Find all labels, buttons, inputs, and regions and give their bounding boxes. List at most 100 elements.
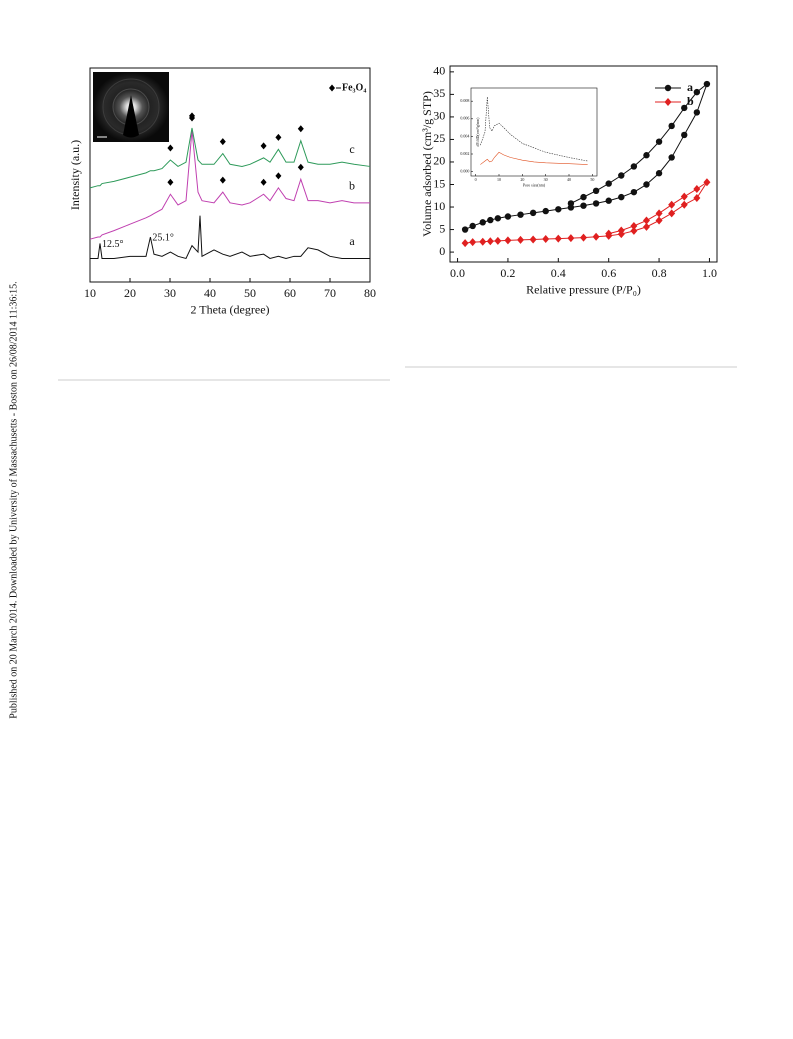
data-point (668, 200, 676, 209)
y-tick-label: 0.008 (460, 98, 469, 103)
peak-marker (275, 133, 282, 141)
y-tick-label: 15 (433, 176, 445, 190)
x-tick-label: 10 (84, 286, 96, 300)
y-tick-label: 0.006 (460, 116, 469, 121)
y-tick-label: 10 (433, 199, 445, 213)
data-point (655, 216, 663, 225)
data-point (630, 221, 638, 230)
data-point (618, 193, 625, 201)
y-tick-label: 30 (433, 109, 445, 123)
x-tick-label: 20 (520, 177, 524, 182)
data-point (605, 197, 612, 204)
x-tick-label: 50 (244, 286, 256, 300)
y-tick-label: 35 (433, 86, 445, 100)
data-point (643, 152, 650, 159)
peak-marker (189, 112, 195, 120)
data-point (554, 234, 562, 243)
data-point (479, 237, 487, 246)
data-point (580, 233, 587, 242)
peak-marker (219, 138, 226, 146)
y-tick-label: 5 (439, 221, 445, 235)
peak-marker (275, 172, 282, 180)
data-point (668, 154, 675, 161)
data-point (580, 202, 587, 209)
data-point (555, 206, 562, 213)
side-note: Published on 20 March 2014. Downloaded b… (8, 281, 19, 718)
data-point (504, 213, 512, 220)
data-point (461, 226, 469, 233)
x-tick-label: 0.0 (450, 266, 465, 280)
data-point (642, 222, 650, 231)
y-tick-label: 0 (439, 244, 445, 258)
y-tick-label: 20 (433, 154, 445, 168)
series-line (89, 130, 370, 240)
x-axis-label: 2 Theta (degree) (190, 303, 269, 317)
legend-label: a (687, 80, 693, 94)
peak-marker (297, 163, 304, 171)
plot-frame (449, 65, 718, 263)
data-point (592, 200, 600, 207)
peak-marker (260, 178, 267, 186)
data-point (517, 235, 525, 244)
data-point (486, 237, 494, 246)
data-point (542, 207, 549, 215)
data-point (605, 229, 613, 238)
legend-marker (329, 84, 335, 92)
data-point (630, 163, 638, 170)
plot-frame (470, 87, 598, 177)
x-axis-label: Pore size(nm) (523, 183, 546, 188)
data-point (703, 80, 711, 88)
data-point (668, 209, 676, 218)
x-tick-label: 40 (567, 177, 571, 182)
x-tick-label: 30 (544, 177, 548, 182)
series-label: c (349, 142, 354, 156)
data-point (680, 200, 688, 209)
data-point (642, 216, 650, 225)
data-point (487, 216, 494, 224)
x-tick-label: 30 (164, 286, 176, 300)
x-tick-label: 0 (475, 177, 477, 182)
data-point (542, 235, 550, 244)
peak-marker (167, 144, 174, 152)
data-point (469, 222, 476, 230)
y-tick-label: 40 (433, 64, 445, 78)
data-point (680, 192, 688, 201)
data-point (630, 188, 638, 196)
data-point (517, 211, 524, 218)
data-point (469, 238, 477, 247)
data-point (693, 88, 701, 96)
data-point (605, 180, 612, 187)
x-tick-label: 20 (124, 286, 136, 300)
data-point (617, 226, 625, 235)
data-point (693, 194, 701, 203)
x-axis-label: Relative pressure (P/P₀) (526, 283, 641, 297)
x-tick-label: 0.2 (500, 266, 515, 280)
data-point (693, 185, 701, 194)
data-point (681, 104, 688, 112)
data-point (494, 215, 502, 222)
legend-label: Fe₃O₄ (342, 82, 366, 93)
series-line (480, 151, 588, 165)
data-point (529, 209, 537, 217)
data-point (580, 193, 587, 201)
peak-marker (167, 178, 174, 186)
y-tick-label: 0.004 (460, 133, 469, 138)
data-point (655, 209, 663, 218)
x-tick-label: 80 (364, 286, 376, 300)
data-point (567, 200, 575, 207)
annotation: 12.5° (102, 239, 124, 250)
x-tick-label: 1.0 (702, 266, 717, 280)
data-point (681, 131, 688, 139)
data-point (703, 178, 711, 187)
data-point (668, 122, 675, 130)
data-point (461, 239, 469, 248)
data-point (643, 181, 650, 188)
x-tick-label: 0.4 (551, 266, 566, 280)
data-point (655, 138, 663, 145)
data-point (592, 187, 600, 195)
x-tick-label: 50 (590, 177, 594, 182)
series-label: a (349, 234, 355, 248)
peak-marker (219, 176, 226, 184)
